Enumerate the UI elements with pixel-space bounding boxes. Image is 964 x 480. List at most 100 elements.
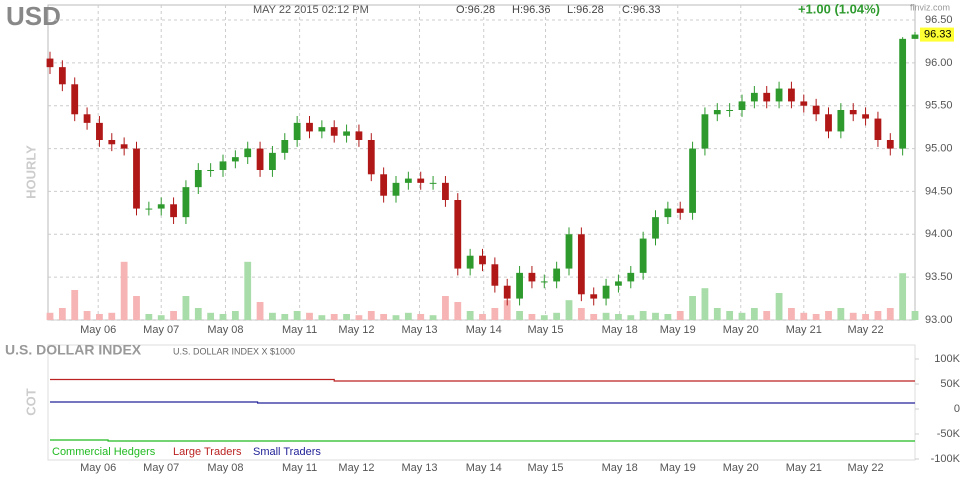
y-tick-label: 93.00 — [925, 314, 953, 326]
candle-body — [58, 67, 66, 85]
candle-body — [355, 131, 363, 140]
candle-body — [775, 88, 783, 102]
volume-bar — [157, 315, 165, 320]
volume-bar — [553, 312, 561, 320]
candle-body — [96, 122, 103, 140]
x-tick-label: May 13 — [401, 324, 437, 336]
x-tick-label: May 19 — [660, 324, 696, 336]
x-tick-label: May 13 — [401, 462, 437, 474]
x-tick-label: May 20 — [723, 462, 759, 474]
x-tick-label: May 14 — [466, 324, 502, 336]
source: finviz.com — [910, 2, 950, 12]
candle-body — [738, 101, 746, 110]
candle-body — [466, 255, 474, 269]
volume-bar — [355, 315, 363, 320]
x-tick-label: May 07 — [143, 324, 179, 336]
candle-body — [343, 131, 350, 136]
candle-body — [491, 264, 499, 286]
candle-body — [367, 140, 375, 175]
candle-body — [837, 110, 845, 132]
x-tick-label: May 08 — [207, 324, 243, 336]
volume-bar — [120, 261, 128, 320]
x-tick-label: May 06 — [80, 462, 116, 474]
candle-body — [442, 182, 449, 200]
candle-body — [577, 234, 585, 295]
candle-body — [689, 148, 696, 213]
volume-bar — [627, 315, 635, 320]
candle-body — [479, 255, 486, 265]
x-tick-label: May 15 — [527, 324, 563, 336]
candle-body — [639, 238, 647, 273]
volume-bar — [516, 311, 523, 320]
candle-body — [862, 114, 869, 119]
y-tick-label: 93.50 — [925, 271, 953, 283]
volume-bar — [170, 311, 177, 320]
volume-bar — [133, 296, 140, 320]
candle-body — [157, 204, 165, 209]
candle-body — [306, 122, 313, 132]
volume-bar — [71, 290, 79, 320]
candle-body — [293, 122, 301, 140]
cot-label: COT — [23, 388, 38, 416]
candle-body — [886, 140, 894, 149]
volume-bar — [318, 315, 326, 320]
volume-bar — [899, 273, 907, 320]
candle-body — [244, 148, 252, 158]
volume-bar — [812, 314, 820, 320]
candle-body — [602, 285, 610, 299]
x-tick-label: May 06 — [80, 324, 116, 336]
volume-bar — [750, 308, 758, 320]
volume-bar — [96, 314, 103, 320]
volume-bar — [417, 314, 425, 320]
volume-bar — [886, 308, 894, 320]
volume-bar — [404, 312, 412, 320]
candle-body — [256, 148, 264, 170]
volume-bar — [182, 296, 190, 320]
ohlc-low: L:96.28 — [567, 4, 604, 16]
x-tick-label: May 12 — [338, 324, 374, 336]
y-tick-label: 96.00 — [925, 57, 953, 69]
x-tick-label: May 07 — [143, 462, 179, 474]
volume-bar — [602, 312, 610, 320]
candle-body — [590, 294, 598, 299]
volume-bar — [343, 314, 350, 320]
volume-bar — [577, 308, 585, 320]
candle-body — [404, 178, 412, 183]
volume-bar — [676, 311, 684, 320]
candle-body — [701, 114, 709, 149]
volume-bar — [380, 314, 388, 320]
volume-bar — [911, 311, 919, 320]
candle-body — [145, 208, 153, 210]
candle-body — [207, 170, 215, 171]
candle-body — [750, 92, 758, 102]
cot-line — [50, 378, 915, 382]
candle-body — [812, 105, 820, 115]
candle-body — [108, 140, 116, 145]
volume-bar — [775, 293, 783, 320]
cot-title: U.S. DOLLAR INDEX — [5, 342, 142, 358]
volume-bar — [825, 311, 832, 320]
candle-body — [71, 84, 79, 115]
candle-body — [825, 114, 832, 132]
legend-entry: Commercial Hedgers — [52, 446, 156, 458]
volume-bar — [330, 314, 338, 320]
candle-body — [417, 178, 425, 183]
ohlc-close: C:96.33 — [622, 4, 661, 16]
candle-body — [194, 170, 202, 188]
volume-bar — [713, 308, 721, 320]
volume-bar — [145, 314, 153, 320]
volume-bar — [874, 311, 882, 320]
volume-bar — [108, 312, 116, 320]
y-tick-label: 96.50 — [925, 14, 953, 26]
candle-body — [874, 118, 882, 140]
volume-bar — [231, 311, 239, 320]
y-tick-label: 95.50 — [925, 100, 953, 112]
candle-body — [540, 281, 548, 283]
candle-body — [911, 34, 919, 39]
candle-body — [528, 272, 536, 282]
volume-bar — [466, 311, 474, 320]
volume-bar — [269, 312, 276, 320]
volume-bar — [528, 314, 536, 320]
candle-body — [565, 234, 573, 269]
